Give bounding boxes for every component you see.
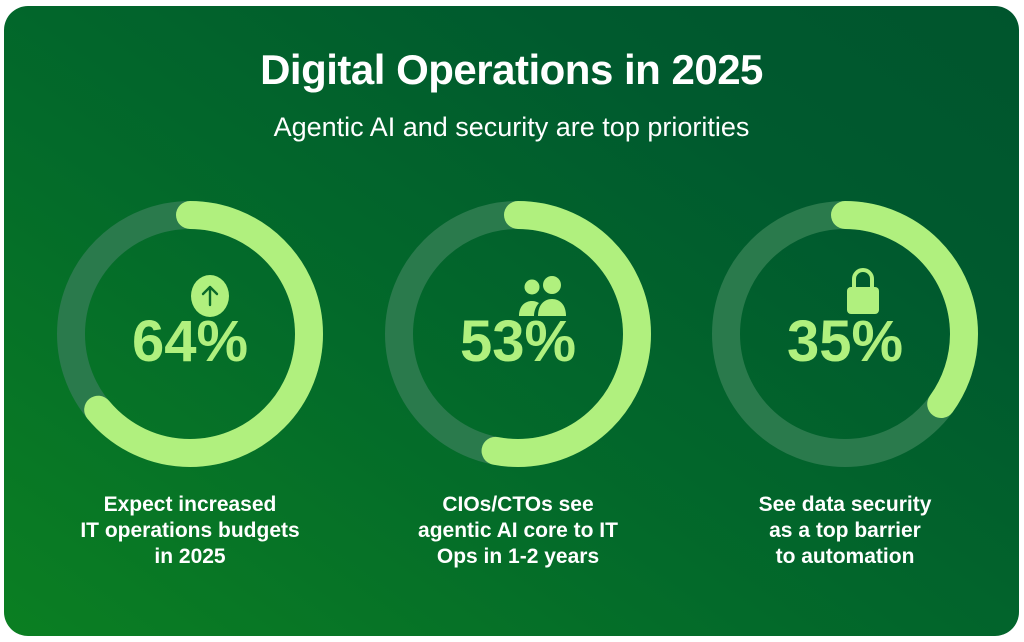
donut-value-arc: [57, 201, 323, 467]
caption-line: Ops in 1-2 years: [436, 545, 600, 568]
page-subtitle: Agentic AI and security are top prioriti…: [273, 112, 750, 142]
page-title: Digital Operations in 2025: [260, 46, 763, 93]
donut-chart: [712, 201, 978, 467]
caption-line: in 2025: [154, 545, 226, 568]
stat-budgets: 64% Expect increased IT operations budge…: [50, 194, 330, 594]
stat-caption: CIOs/CTOs see agentic AI core to IT Ops …: [358, 492, 678, 570]
donut-value-arc: [385, 201, 651, 467]
caption-line: as a top barrier: [769, 519, 921, 542]
percentage-value: 64%: [131, 309, 249, 374]
stat-agentic-ai: 53% CIOs/CTOs see agentic AI core to IT …: [378, 194, 658, 594]
caption-line: Expect increased: [103, 493, 277, 516]
infographic-card: Digital Operations in 2025 Agentic AI an…: [4, 6, 1019, 636]
percentage-value: 53%: [459, 309, 577, 374]
donut-value-arc: [712, 201, 978, 467]
stat-data-security: 35% See data security as a top barrier t…: [705, 194, 985, 594]
stat-caption: See data security as a top barrier to au…: [685, 492, 1005, 570]
caption-line: agentic AI core to IT: [418, 519, 618, 542]
caption-line: See data security: [758, 493, 932, 516]
percentage-value: 35%: [786, 309, 904, 374]
donut-chart: [385, 201, 651, 467]
caption-line: IT operations budgets: [80, 519, 300, 542]
stat-caption: Expect increased IT operations budgets i…: [30, 492, 350, 570]
donut-chart: [57, 201, 323, 467]
caption-line: CIOs/CTOs see: [442, 493, 594, 516]
caption-line: to automation: [775, 545, 915, 568]
